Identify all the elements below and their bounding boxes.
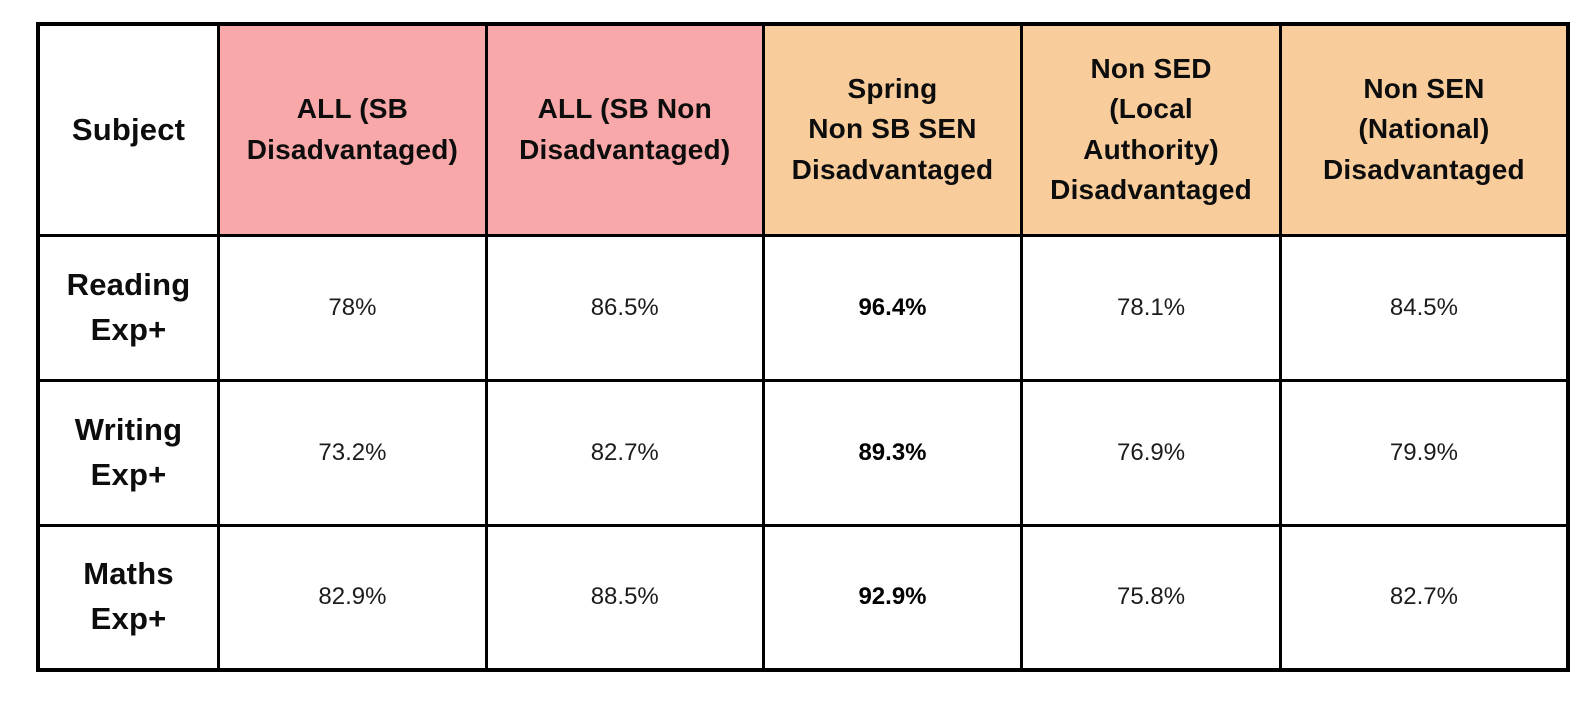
cell-reading-all-sb-disadvantaged: 78% bbox=[217, 233, 488, 382]
attainment-table: Subject ALL (SB Disadvantaged) ALL (SB N… bbox=[36, 22, 1570, 672]
cell-writing-all-sb-non-disadvantaged: 82.7% bbox=[484, 378, 765, 527]
cell-writing-all-sb-disadvantaged: 73.2% bbox=[217, 378, 488, 527]
cell-maths-all-sb-disadvantaged: 82.9% bbox=[217, 523, 488, 672]
cell-maths-non-sed-local-authority: 75.8% bbox=[1020, 523, 1282, 672]
table-row-maths: Maths Exp+ 82.9% 88.5% 92.9% 75.8% 82.7% bbox=[36, 523, 1570, 672]
corner-header-subject: Subject bbox=[36, 22, 221, 237]
cell-writing-non-sen-national: 79.9% bbox=[1278, 378, 1570, 527]
cell-reading-non-sed-local-authority: 78.1% bbox=[1020, 233, 1282, 382]
cell-writing-spring-non-sb-sen: 89.3% bbox=[761, 378, 1024, 527]
col-header-all-sb-disadvantaged: ALL (SB Disadvantaged) bbox=[217, 22, 488, 237]
col-header-all-sb-non-disadvantaged: ALL (SB Non Disadvantaged) bbox=[484, 22, 765, 237]
cell-reading-spring-non-sb-sen: 96.4% bbox=[761, 233, 1024, 382]
cell-maths-all-sb-non-disadvantaged: 88.5% bbox=[484, 523, 765, 672]
col-header-non-sen-national-disadvantaged: Non SEN (National) Disadvantaged bbox=[1278, 22, 1570, 237]
table-header-row: Subject ALL (SB Disadvantaged) ALL (SB N… bbox=[36, 22, 1570, 237]
row-header-reading-exp: Reading Exp+ bbox=[36, 233, 221, 382]
cell-reading-all-sb-non-disadvantaged: 86.5% bbox=[484, 233, 765, 382]
table-row-writing: Writing Exp+ 73.2% 82.7% 89.3% 76.9% 79.… bbox=[36, 378, 1570, 527]
cell-reading-non-sen-national: 84.5% bbox=[1278, 233, 1570, 382]
row-header-writing-exp: Writing Exp+ bbox=[36, 378, 221, 527]
row-header-maths-exp: Maths Exp+ bbox=[36, 523, 221, 672]
cell-maths-non-sen-national: 82.7% bbox=[1278, 523, 1570, 672]
cell-maths-spring-non-sb-sen: 92.9% bbox=[761, 523, 1024, 672]
table-row-reading: Reading Exp+ 78% 86.5% 96.4% 78.1% 84.5% bbox=[36, 233, 1570, 382]
cell-writing-non-sed-local-authority: 76.9% bbox=[1020, 378, 1282, 527]
col-header-spring-non-sb-sen-disadvantaged: Spring Non SB SEN Disadvantaged bbox=[761, 22, 1024, 237]
col-header-non-sed-local-authority-disadvantaged: Non SED (Local Authority) Disadvantaged bbox=[1020, 22, 1282, 237]
